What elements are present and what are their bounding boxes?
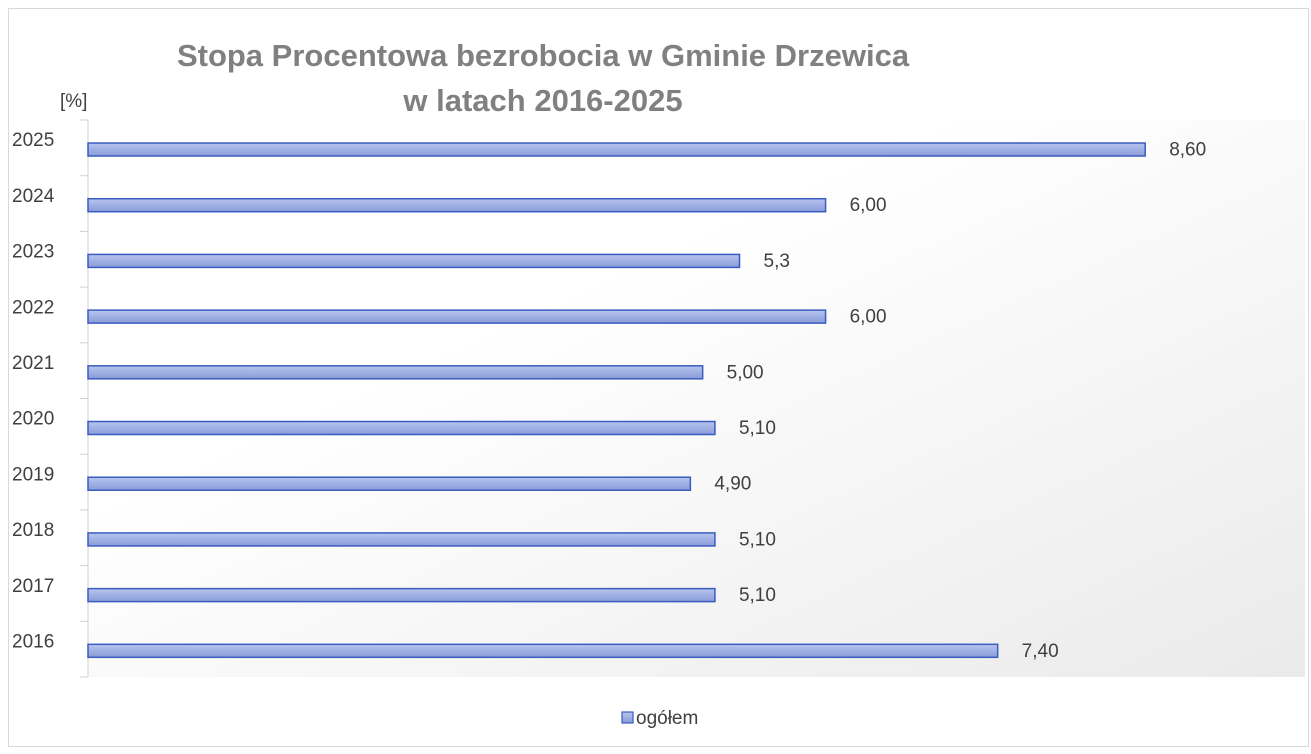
y-tick-label: 2025	[12, 130, 54, 151]
y-tick-label: 2021	[12, 353, 54, 374]
data-label: 5,00	[727, 362, 764, 383]
y-tick-label: 2023	[12, 242, 54, 263]
data-label: 5,10	[739, 529, 776, 550]
bar	[87, 142, 1146, 157]
bar	[87, 476, 692, 491]
bar	[87, 643, 999, 659]
bar	[87, 365, 704, 380]
unit-label: [%]	[60, 91, 87, 112]
chart-title: Stopa Procentowa bezrobocia w Gminie Drz…	[177, 38, 910, 73]
data-label: 5,3	[764, 251, 790, 272]
bar	[87, 309, 827, 324]
y-tick-label: 2019	[12, 464, 54, 485]
data-label: 4,90	[714, 474, 751, 495]
data-label: 8,60	[1169, 140, 1206, 161]
y-tick-label: 2017	[12, 576, 54, 597]
y-tick-label: 2016	[12, 631, 54, 652]
y-tick-label: 2022	[12, 297, 54, 318]
bar	[87, 197, 827, 213]
legend-swatch	[621, 711, 634, 724]
data-label: 5,10	[739, 418, 776, 439]
legend-label: ogółem	[636, 708, 698, 729]
data-label: 7,40	[1022, 641, 1059, 662]
bar	[87, 420, 716, 436]
y-tick-label: 2018	[12, 520, 54, 541]
data-label: 6,00	[850, 307, 887, 328]
bar	[87, 253, 741, 269]
data-label: 6,00	[850, 195, 887, 216]
bar	[87, 587, 716, 603]
data-label: 5,10	[739, 585, 776, 606]
plot-area	[88, 120, 1305, 677]
bar	[87, 532, 716, 547]
chart-title: w latach 2016-2025	[402, 83, 682, 118]
y-tick-label: 2020	[12, 409, 54, 430]
y-tick-label: 2024	[12, 186, 55, 207]
